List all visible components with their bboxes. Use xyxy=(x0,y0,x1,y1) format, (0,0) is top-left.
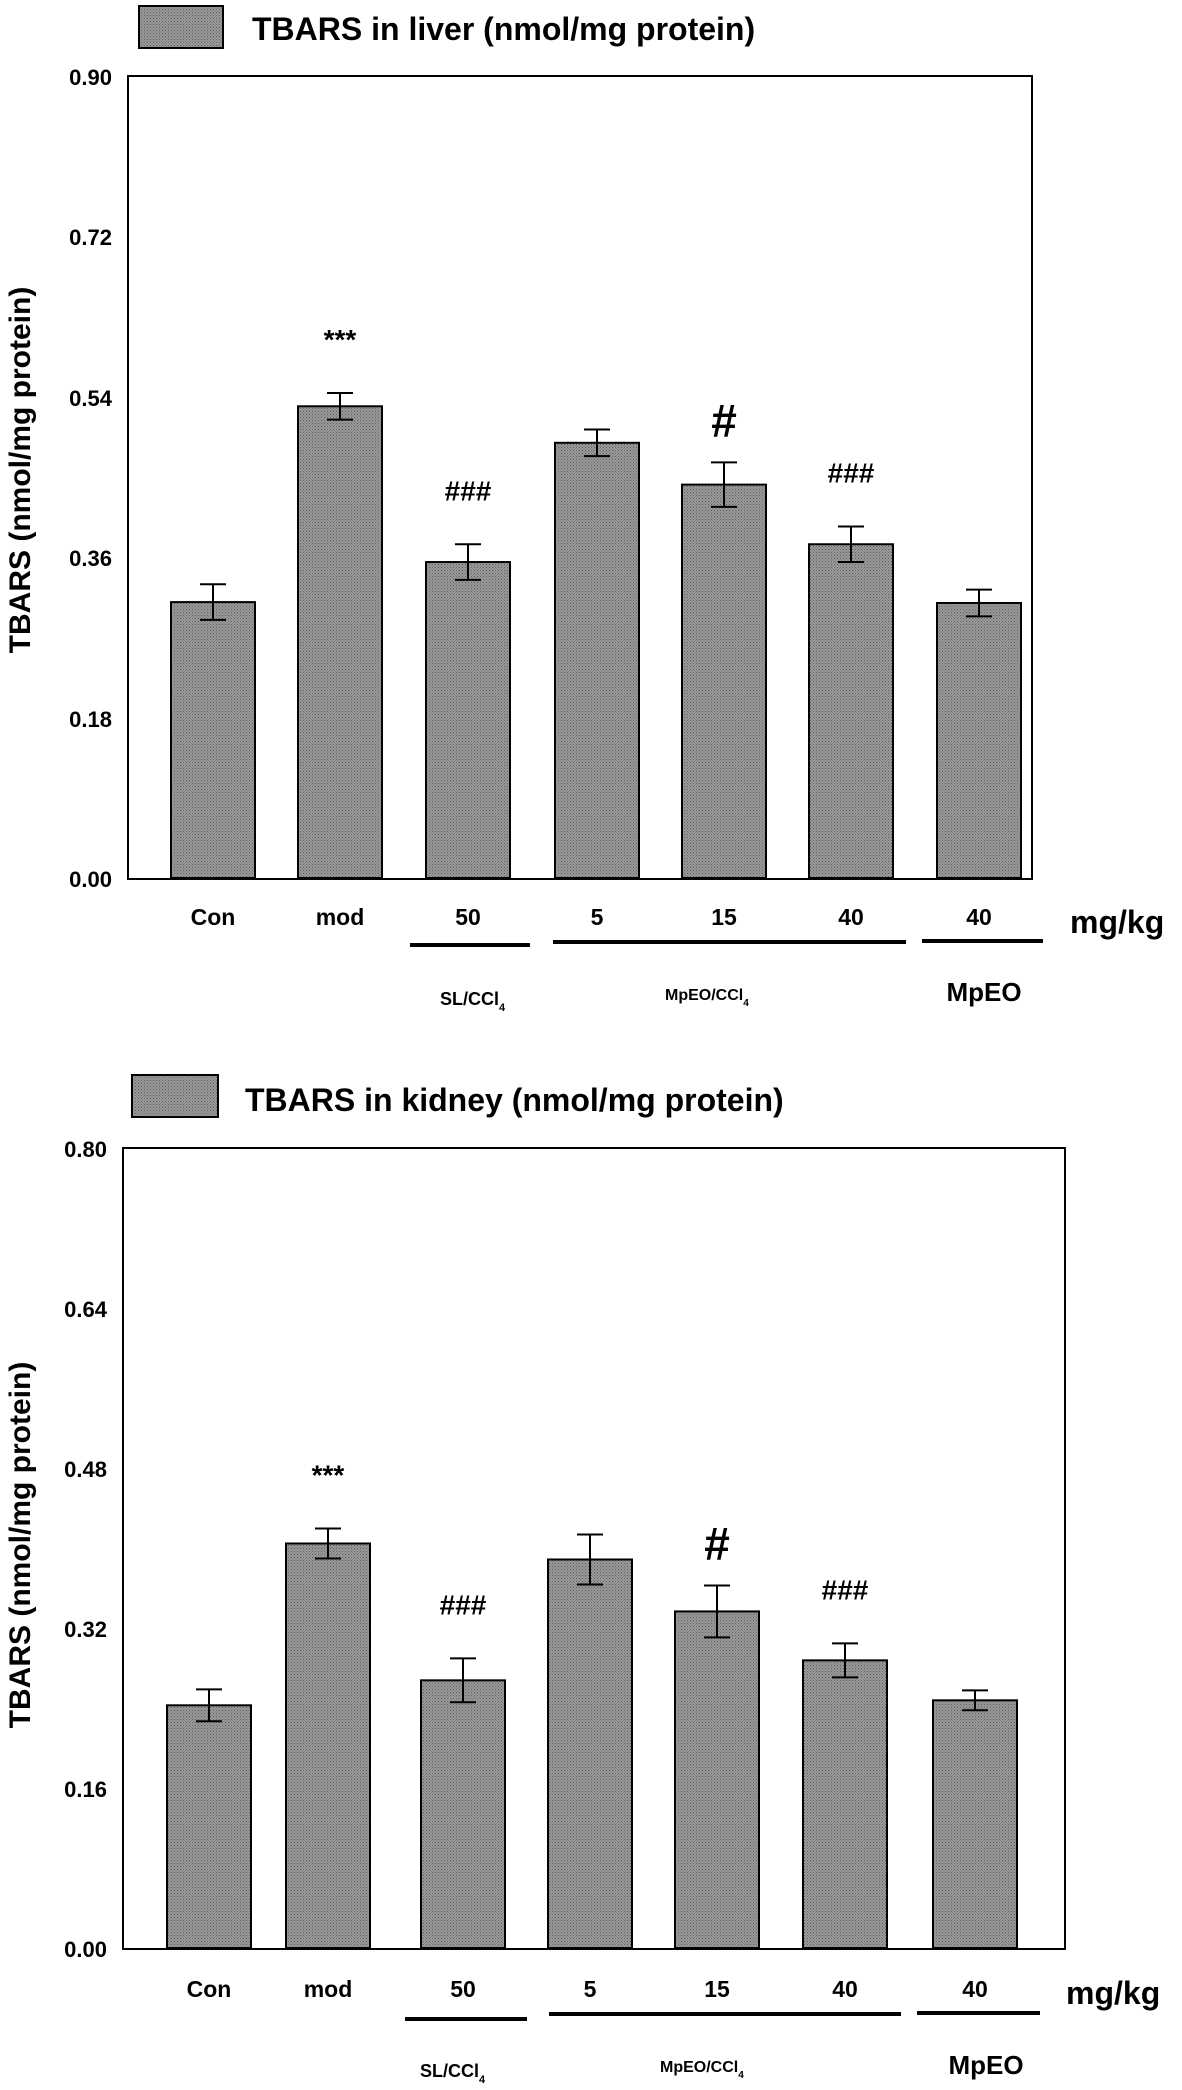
kidney-error-bar xyxy=(450,1657,476,1704)
kidney-chart-title: TBARS in kidney (nmol/mg protein) xyxy=(245,1082,784,1118)
liver-group-label-mpeo-ccl4: MpEO/CCl4 xyxy=(665,987,749,1009)
kidney-error-bar xyxy=(315,1527,341,1560)
kidney-ytick-label: 0.16 xyxy=(64,1777,107,1802)
kidney-plot-frame xyxy=(122,1147,1066,1950)
liver-ytick-label: 0.54 xyxy=(69,386,113,411)
kidney-group-label-mpeo: MpEO xyxy=(948,2050,1023,2080)
kidney-unit-label: mg/kg xyxy=(1066,1975,1160,2011)
liver-unit-label: mg/kg xyxy=(1070,904,1164,940)
liver-xtick-label: 5 xyxy=(591,904,604,930)
kidney-bar xyxy=(420,1679,506,1949)
liver-group-label-mpeo: MpEO xyxy=(946,977,1021,1007)
liver-xtick-label: 40 xyxy=(838,904,864,930)
liver-bar xyxy=(554,441,640,879)
kidney-error-bar xyxy=(832,1642,858,1679)
liver-chart-title: TBARS in liver (nmol/mg protein) xyxy=(252,11,755,47)
kidney-bar xyxy=(932,1699,1018,1950)
liver-error-bar xyxy=(584,428,610,458)
kidney-bars: ***####### xyxy=(166,1460,1018,1950)
liver-xtick-label: mod xyxy=(316,904,365,930)
kidney-xtick-label: 5 xyxy=(584,1976,597,2002)
liver-bar xyxy=(808,543,894,879)
liver-xtick-label: 40 xyxy=(966,904,992,930)
kidney-ytick-label: 0.00 xyxy=(64,1937,107,1962)
kidney-xtick-label: 40 xyxy=(832,1976,858,2002)
kidney-xtick-label: Con xyxy=(187,1976,232,2002)
liver-bar xyxy=(170,601,256,879)
kidney-y-ticks: 0.00 0.16 0.32 0.48 0.64 0.80 xyxy=(64,1137,108,1962)
kidney-xtick-label: 40 xyxy=(962,1976,988,2002)
kidney-ytick-label: 0.80 xyxy=(64,1137,107,1162)
kidney-group-label-sl: SL/CCl4 xyxy=(420,2061,486,2086)
liver-y-axis-label: TBARS (nmol/mg protein) xyxy=(4,287,37,654)
liver-x-ticks: Con mod 50 5 15 40 40 xyxy=(191,904,992,930)
kidney-legend-swatch xyxy=(131,1074,219,1118)
liver-error-bar xyxy=(200,583,226,621)
kidney-significance-marker: ### xyxy=(440,1589,487,1620)
liver-chart: TBARS in liver (nmol/mg protein) 0.00 0.… xyxy=(4,5,1164,1014)
kidney-group-label-mpeo-ccl4: MpEO/CCl4 xyxy=(660,2059,744,2081)
kidney-xtick-label: mod xyxy=(304,1976,353,2002)
kidney-error-bar xyxy=(962,1689,988,1712)
liver-bar xyxy=(681,483,767,879)
liver-significance-marker: ### xyxy=(828,457,875,488)
kidney-bar xyxy=(674,1610,760,1949)
kidney-y-axis-label: TBARS (nmol/mg protein) xyxy=(4,1362,37,1729)
liver-xtick-label: 50 xyxy=(455,904,481,930)
kidney-significance-marker: *** xyxy=(312,1460,345,1491)
kidney-bar xyxy=(285,1542,371,1949)
kidney-x-ticks: Con mod 50 5 15 40 40 xyxy=(187,1976,988,2002)
kidney-error-bar xyxy=(704,1584,730,1639)
kidney-ytick-label: 0.32 xyxy=(64,1617,107,1642)
liver-error-bar xyxy=(455,543,481,581)
liver-legend-swatch xyxy=(138,5,224,49)
liver-ytick-label: 0.72 xyxy=(69,225,112,250)
liver-ytick-label: 0.90 xyxy=(69,65,112,90)
liver-significance-marker: # xyxy=(711,394,737,446)
kidney-xtick-label: 50 xyxy=(450,1976,476,2002)
liver-error-bar xyxy=(711,461,737,508)
kidney-error-bar xyxy=(196,1688,222,1723)
liver-significance-marker: *** xyxy=(324,324,357,355)
liver-bar xyxy=(425,561,511,879)
kidney-bar xyxy=(802,1659,888,1949)
liver-bar xyxy=(297,405,383,879)
liver-xtick-label: Con xyxy=(191,904,236,930)
liver-group-label-sl: SL/CCl4 xyxy=(440,989,506,1014)
kidney-ytick-label: 0.64 xyxy=(64,1297,108,1322)
kidney-significance-marker: # xyxy=(704,1517,730,1569)
liver-bars: ***####### xyxy=(170,324,1022,879)
liver-significance-marker: ### xyxy=(445,475,492,506)
liver-ytick-label: 0.18 xyxy=(69,707,112,732)
kidney-chart: TBARS in kidney (nmol/mg protein) 0.00 0… xyxy=(4,1074,1160,2086)
kidney-bar xyxy=(547,1558,633,1949)
kidney-ytick-label: 0.48 xyxy=(64,1457,107,1482)
liver-bar xyxy=(936,601,1022,879)
kidney-error-bar xyxy=(577,1533,603,1586)
kidney-xtick-label: 15 xyxy=(704,1976,730,2002)
kidney-bar xyxy=(166,1704,252,1949)
liver-xtick-label: 15 xyxy=(711,904,737,930)
liver-error-bar xyxy=(966,588,992,618)
kidney-significance-marker: ### xyxy=(822,1574,869,1605)
liver-ytick-label: 0.36 xyxy=(69,546,112,571)
liver-ytick-label: 0.00 xyxy=(69,867,112,892)
liver-error-bar xyxy=(838,525,864,564)
liver-y-ticks: 0.00 0.18 0.36 0.54 0.72 0.90 xyxy=(69,65,113,892)
liver-error-bar xyxy=(327,391,353,421)
